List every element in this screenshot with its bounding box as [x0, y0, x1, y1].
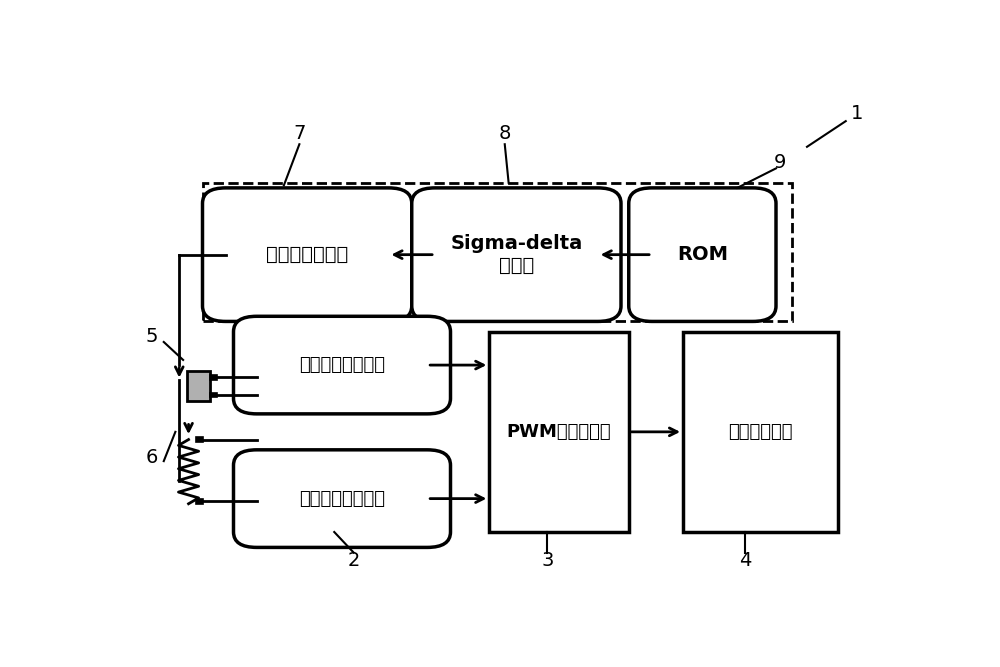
Text: Sigma-delta
调制器: Sigma-delta 调制器	[450, 234, 582, 275]
Bar	[683, 331, 838, 532]
FancyBboxPatch shape	[234, 450, 451, 548]
Text: 阻抗重建电路: 阻抗重建电路	[728, 423, 793, 441]
Text: 5: 5	[146, 327, 158, 346]
Text: 9: 9	[774, 153, 786, 171]
Bar	[196, 438, 203, 442]
Text: 模拟前端放大通路: 模拟前端放大通路	[299, 490, 385, 508]
Text: 6: 6	[146, 448, 158, 467]
FancyBboxPatch shape	[202, 188, 412, 321]
Text: 7: 7	[293, 125, 306, 143]
FancyBboxPatch shape	[629, 188, 776, 321]
FancyBboxPatch shape	[412, 188, 621, 321]
Bar	[202, 183, 792, 321]
Text: 8: 8	[499, 125, 511, 143]
Bar	[196, 499, 203, 504]
Text: 模拟前端放大通路: 模拟前端放大通路	[299, 356, 385, 374]
Bar	[210, 393, 217, 398]
Bar	[489, 331, 629, 532]
Text: 电流数模转换器: 电流数模转换器	[266, 245, 348, 264]
Text: 1: 1	[851, 104, 864, 123]
Text: 4: 4	[739, 551, 751, 570]
Text: 2: 2	[347, 551, 360, 570]
Bar	[210, 375, 217, 380]
FancyBboxPatch shape	[234, 316, 451, 414]
Text: PWM波产生电路: PWM波产生电路	[507, 423, 611, 441]
Text: 3: 3	[541, 551, 554, 570]
Text: ROM: ROM	[677, 245, 728, 264]
Bar	[187, 372, 210, 401]
